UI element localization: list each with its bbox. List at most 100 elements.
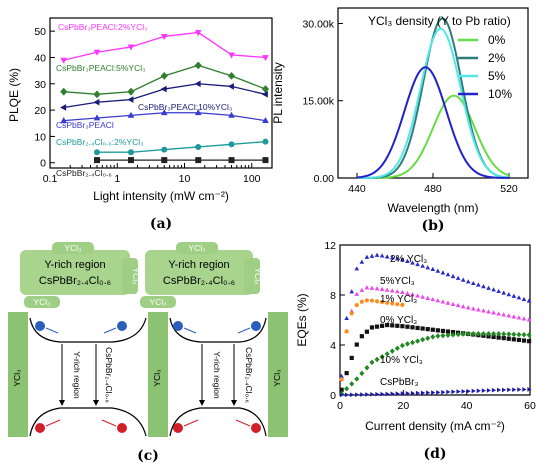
d-point-4-21 (445, 332, 451, 338)
ycl3-side-mid-label: YCl₃ (131, 267, 141, 284)
d-point-0-28 (481, 284, 486, 289)
d-point-2-3 (354, 303, 359, 308)
d-point-1-30 (491, 310, 496, 315)
a-series-3 (60, 109, 269, 124)
b-xtick-label-0: 440 (348, 183, 366, 195)
b-legend-title: YCl₃ density (Y to Pb ratio) (368, 14, 511, 28)
d-point-0-15 (415, 261, 420, 267)
panel-a: PLQE (%) Light intensity (mW cm⁻²) (a) 0… (7, 17, 273, 232)
a-series-label-0: CsPbBr₃PEACl:2%YCl₃ (58, 22, 148, 32)
ycl3-cap-right (176, 242, 218, 254)
a-point-5-4 (228, 157, 235, 164)
d-point-1-27 (476, 307, 481, 312)
d-point-1-18 (430, 296, 436, 302)
d-series-label-0: 2% YCl₃ (390, 254, 427, 265)
d-point-2-4 (359, 299, 364, 304)
d-point-4-15 (415, 338, 421, 344)
d-point-3-30 (491, 334, 496, 340)
d-point-4-14 (409, 339, 416, 346)
a-series-4 (94, 138, 269, 156)
ycl3-bar-left (8, 312, 28, 437)
a-point-1-6 (261, 85, 270, 93)
d-point-1-15 (415, 293, 420, 298)
d-point-5-5 (365, 392, 370, 397)
yrich-vertical-left: Y-rich region (72, 351, 82, 399)
d-point-3-15 (415, 325, 420, 331)
panel-d: EQEs (%) Current density (mA cm⁻²) (d) 0… (295, 240, 536, 462)
d-point-3-18 (430, 327, 435, 332)
a-point-3-1 (93, 114, 101, 121)
d-point-5-14 (410, 390, 416, 396)
panel-c: YCl₃ YCl₃ YCl₃ YCl₃ YCl₃ YCl₃ YCl₃ YCl₃ … (8, 242, 288, 464)
d-point-5-34 (512, 387, 517, 393)
d-point-3-34 (511, 337, 516, 342)
d-point-3-8 (380, 323, 385, 328)
d-point-5-4 (360, 392, 365, 397)
d-point-0-1 (344, 315, 349, 321)
d-point-3-10 (390, 323, 395, 328)
a-point-4-4 (228, 141, 235, 148)
b-legend-label-1: 2% (488, 51, 506, 65)
a-series-5 (94, 157, 269, 164)
hole-3 (173, 423, 183, 433)
d-point-5-3 (355, 392, 360, 397)
b-xtick-label-1: 480 (424, 183, 442, 195)
a-point-3-6 (262, 117, 269, 124)
comp-vertical-right: CsPbBr₂.₄Cl₀.₆ (244, 347, 254, 403)
d-point-5-28 (481, 388, 486, 393)
d-point-2-8 (380, 300, 385, 305)
b-ytick-label-2: 30.00k (302, 18, 334, 30)
d-point-1-29 (486, 309, 491, 314)
a-point-3-4 (194, 109, 202, 116)
d-point-4-6 (369, 359, 375, 366)
a-ytick-label-1: 10 (34, 131, 46, 143)
a-point-1-5 (227, 71, 236, 80)
d-point-3-17 (425, 327, 430, 332)
d-point-5-7 (375, 391, 380, 397)
electron-2 (117, 321, 127, 331)
d-point-3-36 (521, 338, 527, 343)
conduction-band-right (169, 317, 267, 343)
panel-b-caption: (b) (421, 218, 444, 234)
d-point-0-21 (445, 272, 451, 277)
d-point-1-22 (450, 301, 456, 306)
a-point-2-4 (194, 80, 201, 88)
d-xtick-label-3: 60 (524, 400, 536, 412)
d-point-0-32 (501, 290, 507, 295)
electron-drift-3 (183, 327, 197, 334)
d-point-3-9 (385, 322, 390, 328)
a-series-label-4: CsPbBr₂.₄Cl₀.₆:2%YCl₃ (56, 137, 144, 147)
electron-1 (35, 321, 45, 331)
d-point-4-5 (364, 365, 370, 371)
d-point-0-3 (354, 266, 360, 271)
a-point-0-4 (194, 30, 202, 37)
a-point-4-3 (195, 143, 202, 150)
hole-drift-2 (101, 419, 117, 427)
d-point-4-31 (496, 331, 502, 337)
d-point-4-22 (450, 332, 456, 338)
ycl3-bottom-left (24, 296, 60, 308)
d-point-2-11 (395, 302, 400, 307)
d-point-2-1 (344, 329, 349, 334)
d-point-4-18 (430, 334, 436, 340)
d-point-0-30 (491, 287, 496, 292)
d-series-label-5: CsPbBr₃ (380, 377, 419, 388)
d-point-4-24 (460, 331, 466, 337)
panel-a-series-labels: CsPbBr₃PEACl:2%YCl₃ CsPbBr₃PEACl:5%YCl₃ Cs… (56, 22, 232, 178)
d-point-5-16 (420, 390, 426, 396)
d-point-2-0 (339, 377, 344, 382)
d-point-4-28 (480, 331, 486, 337)
d-point-4-12 (399, 342, 405, 349)
d-point-5-30 (491, 387, 497, 393)
ycl3-cap-right-label: YCl₃ (188, 243, 205, 253)
d-point-1-21 (445, 300, 451, 305)
a-xtick-label-1: 1 (114, 173, 120, 185)
d-point-0-23 (455, 275, 461, 280)
a-point-2-1 (93, 98, 100, 106)
ycl3-bottom-left-label: YCl₃ (33, 297, 50, 307)
d-point-1-26 (471, 306, 476, 311)
a-ytick-label-3: 30 (34, 79, 46, 91)
d-point-1-9 (384, 287, 390, 292)
d-point-4-3 (354, 376, 360, 382)
d-point-3-13 (405, 324, 410, 329)
